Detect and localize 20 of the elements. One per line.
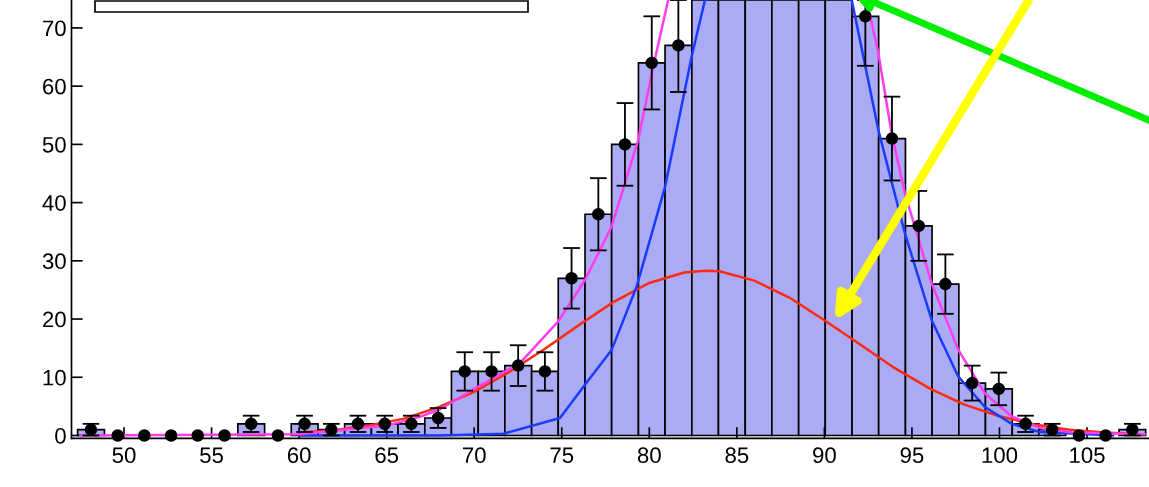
x-tick-label: 75: [550, 447, 574, 464]
y-tick-label: 0: [55, 428, 66, 444]
y-tick-label: 70: [43, 20, 66, 37]
x-tick-label: 90: [813, 447, 836, 464]
x-tick-label: 105: [1070, 447, 1105, 464]
y-tick-label: 30: [42, 253, 66, 270]
x-tick-label: 100: [982, 447, 1018, 464]
y-tick-label: 50: [42, 136, 66, 153]
x-tick-label: 60: [287, 447, 311, 464]
y-tick-label: 10: [43, 369, 66, 386]
x-tick-label: 70: [462, 447, 486, 464]
x-tick-label: 85: [725, 447, 749, 464]
y-tick-label: 40: [42, 195, 66, 211]
x-tick-label: 80: [637, 447, 661, 464]
y-tick-label: 20: [43, 311, 66, 328]
x-tick-label: 65: [375, 447, 399, 464]
y-tick-label: 60: [43, 78, 66, 95]
x-tick-label: 55: [200, 447, 223, 464]
x-tick-label: 95: [900, 447, 924, 464]
x-tick-label: 50: [112, 447, 136, 464]
